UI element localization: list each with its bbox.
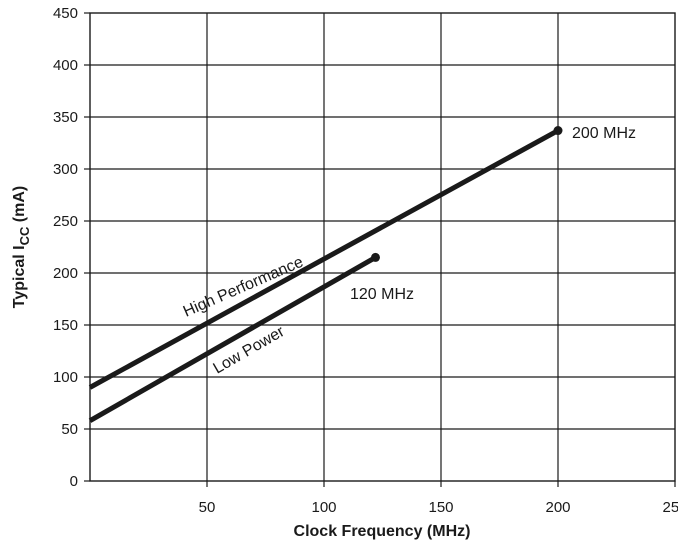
series-layer [88,126,563,423]
series-end-point-high-performance [553,126,563,136]
annotation-200-mhz: 200 MHz [572,125,636,142]
grid-layer [84,12,676,487]
x-tick-label-50: 50 [199,499,216,516]
series-line-low-power [88,255,377,423]
series-line-high-performance [88,128,560,390]
y-tick-label-50: 50 [61,421,78,438]
x-tick-label-200: 200 [545,499,570,516]
y-tick-label-200: 200 [53,265,78,282]
x-tick-label-150: 150 [428,499,453,516]
plot-frame [89,12,676,482]
y-tick-labels: 0 50 100 150 200 250 300 350 400 450 [53,5,78,490]
x-tick-label-100: 100 [311,499,336,516]
x-tick-labels: 50 100 150 200 250 [199,499,678,516]
x-axis-title: Clock Frequency (MHz) [294,523,471,540]
y-tick-label-350: 350 [53,109,78,126]
y-tick-label-250: 250 [53,213,78,230]
annotation-120-mhz: 120 MHz [350,286,414,303]
y-tick-label-0: 0 [70,473,78,490]
y-axis-title-subscript: CC [17,226,32,245]
y-axis-title: Typical ICC (mA) [11,186,32,309]
y-tick-label-450: 450 [53,5,78,22]
y-tick-label-400: 400 [53,57,78,74]
series-end-point-low-power [370,252,380,262]
y-tick-label-150: 150 [53,317,78,334]
y-axis-title-main: Typical I [11,245,28,308]
x-tick-label-250: 250 [662,499,678,516]
y-axis-title-unit: (mA) [11,186,28,227]
y-tick-label-100: 100 [53,369,78,386]
y-tick-label-300: 300 [53,161,78,178]
